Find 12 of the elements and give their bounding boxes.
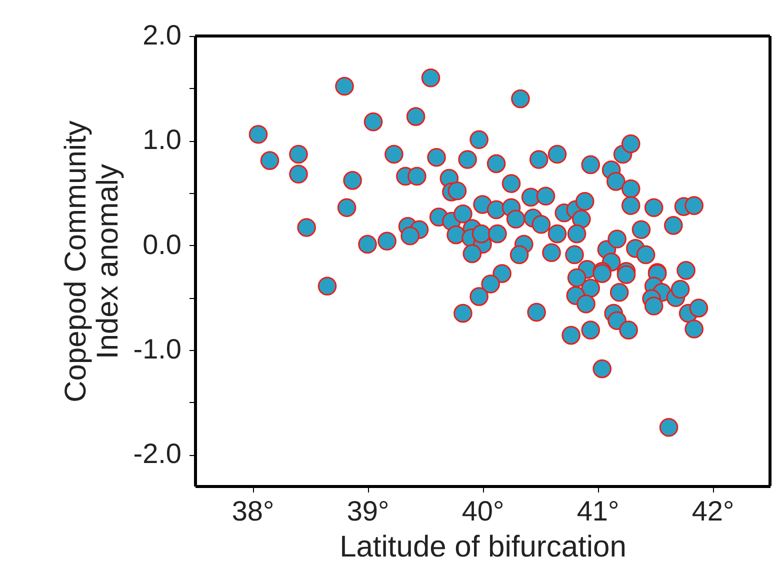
x-tick-label: 41° <box>576 496 620 526</box>
x-tick-label: 39° <box>346 496 390 526</box>
y-tick-label: 2.0 <box>142 20 182 50</box>
y-tick-label: 1.0 <box>142 124 182 156</box>
y-tick-label: 0.0 <box>142 228 182 260</box>
x-axis-title: Latitude of bifurcation <box>340 530 626 564</box>
x-tick-label: 38° <box>232 496 274 526</box>
x-tick-label: 42° <box>692 496 734 526</box>
y-tick-label: -2.0 <box>133 438 182 470</box>
x-tick-label: 40° <box>462 496 504 526</box>
y-tick-label: -1.0 <box>133 333 182 364</box>
y-axis-title: Copepod Community Index anomaly <box>59 120 124 402</box>
